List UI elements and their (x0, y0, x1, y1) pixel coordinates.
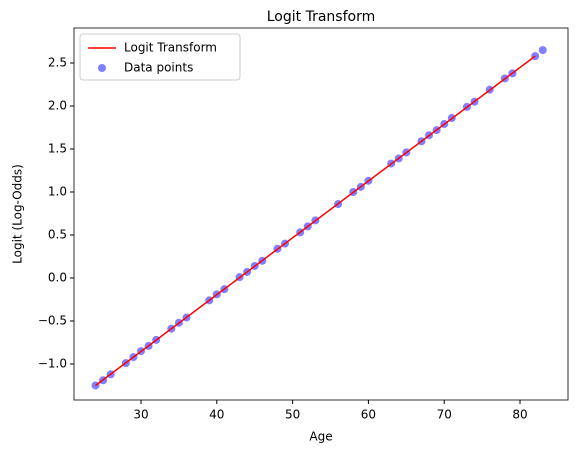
legend-label: Logit Transform (124, 41, 217, 55)
legend-box (79, 33, 241, 81)
data-point (538, 46, 547, 55)
legend-label: Data points (124, 61, 193, 75)
chart-title: Logit Transform (267, 9, 375, 25)
y-tick-label: 1.5 (48, 141, 67, 155)
x-tick-label: 60 (361, 408, 376, 422)
y-tick-label: 0.0 (48, 270, 67, 284)
y-axis-label: Logit (Log-Odds) (11, 164, 25, 264)
x-tick-label: 50 (285, 408, 300, 422)
y-tick-label: 1.0 (48, 184, 67, 198)
plot-frame (73, 27, 569, 401)
x-tick-label: 40 (209, 408, 224, 422)
x-tick-label: 80 (512, 408, 527, 422)
y-tick-label: −0.5 (38, 313, 67, 327)
legend-marker (98, 64, 106, 72)
y-tick-label: 2.5 (48, 55, 67, 69)
x-axis-label: Age (309, 430, 332, 444)
x-tick-label: 70 (437, 408, 452, 422)
x-tick-label: 30 (133, 408, 148, 422)
line (95, 55, 536, 387)
y-tick-label: 2.0 (48, 98, 67, 112)
y-tick-label: −1.0 (38, 356, 67, 370)
y-tick-label: 0.5 (48, 227, 67, 241)
